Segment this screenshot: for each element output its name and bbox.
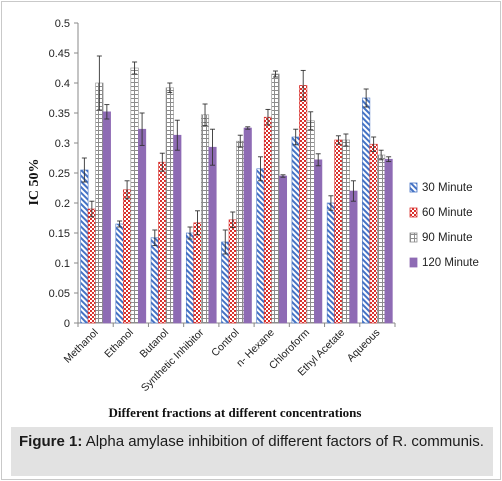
y-tick-label: 0.45 bbox=[49, 48, 70, 60]
x-tick-label: Synthetic Inhibitor bbox=[139, 326, 207, 394]
bar bbox=[326, 202, 335, 324]
bar bbox=[173, 134, 182, 324]
bar bbox=[278, 175, 288, 324]
bar bbox=[384, 158, 393, 324]
bar bbox=[349, 190, 358, 324]
x-axis-label: Different fractions at different concent… bbox=[109, 405, 362, 420]
bar bbox=[102, 111, 111, 324]
bar bbox=[87, 208, 96, 324]
bar bbox=[150, 237, 159, 324]
bar bbox=[123, 189, 132, 324]
bars bbox=[80, 55, 393, 324]
legend-label: 30 Minute bbox=[422, 182, 473, 194]
bar bbox=[208, 146, 217, 324]
bar bbox=[291, 136, 300, 324]
y-tick-label: 0.1 bbox=[55, 258, 70, 270]
y-tick-label: 0.3 bbox=[55, 138, 70, 150]
bar bbox=[369, 143, 378, 324]
y-axis: 0 0.05 0.1 0.15 0.2 0.25 0.3 0.35 0.4 0.45 0.5 bbox=[49, 18, 79, 330]
bar bbox=[299, 85, 308, 324]
bar bbox=[158, 161, 167, 324]
bar bbox=[115, 223, 124, 324]
legend-swatch bbox=[409, 232, 418, 243]
y-tick-label: 0.35 bbox=[49, 108, 70, 120]
y-axis-label: IC 50% bbox=[27, 158, 42, 205]
bar bbox=[243, 127, 252, 324]
legend-label: 90 Minute bbox=[422, 232, 473, 244]
legend: 30 Minute 60 Minute 90 Minute 120 Minute bbox=[409, 182, 479, 269]
y-tick-label: 0.4 bbox=[55, 78, 70, 90]
caption-label: Figure 1: bbox=[19, 433, 83, 450]
legend-label: 60 Minute bbox=[422, 207, 473, 219]
caption-box: Figure 1: Alpha amylase inhibition of di… bbox=[11, 427, 493, 476]
bar bbox=[271, 73, 280, 324]
bar bbox=[95, 82, 104, 324]
legend-swatch bbox=[409, 207, 418, 218]
y-tick-label: 0.2 bbox=[55, 198, 70, 210]
bar bbox=[165, 87, 174, 324]
bar bbox=[80, 169, 89, 324]
y-tick-label: 0.15 bbox=[49, 228, 70, 240]
legend-swatch bbox=[409, 182, 418, 193]
x-tick-label: Butanol bbox=[138, 327, 172, 361]
bar bbox=[306, 120, 315, 324]
x-tick-label: Methanol bbox=[62, 327, 101, 366]
y-tick-label: 0.5 bbox=[55, 18, 70, 30]
bar bbox=[314, 159, 323, 324]
y-tick-label: 0.05 bbox=[49, 288, 70, 300]
bar bbox=[377, 154, 386, 324]
y-tick-label: 0.25 bbox=[49, 168, 70, 180]
bar bbox=[341, 139, 350, 324]
bar bbox=[334, 139, 343, 324]
bar bbox=[185, 232, 195, 324]
bar bbox=[228, 219, 237, 324]
y-tick-label: 0 bbox=[64, 318, 70, 330]
x-tick-label: Control bbox=[209, 327, 241, 359]
legend-swatch bbox=[409, 257, 418, 268]
bar bbox=[200, 114, 210, 324]
bar-chart: 0 0.05 0.1 0.15 0.2 0.25 0.3 0.35 0.4 0.45 0.5 Met… bbox=[27, 18, 479, 420]
x-tick-label: Ethanol bbox=[102, 327, 136, 361]
bar bbox=[236, 140, 245, 324]
legend-label: 120 Minute bbox=[422, 257, 479, 269]
x-tick-label: Aqueous bbox=[345, 327, 383, 365]
bar bbox=[362, 97, 371, 324]
bar bbox=[138, 128, 147, 324]
figure-caption: Figure 1: Alpha amylase inhibition of di… bbox=[19, 433, 489, 451]
bar bbox=[130, 67, 139, 324]
caption-text: Alpha amylase inhibition of different fa… bbox=[85, 433, 484, 450]
bar bbox=[193, 222, 202, 324]
bar bbox=[256, 168, 265, 324]
bar bbox=[263, 116, 273, 324]
